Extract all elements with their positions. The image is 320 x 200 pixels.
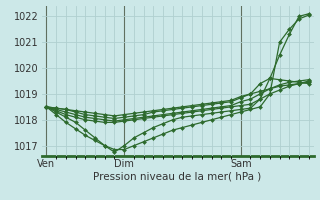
X-axis label: Pression niveau de la mer( hPa ): Pression niveau de la mer( hPa ) [93, 172, 262, 182]
